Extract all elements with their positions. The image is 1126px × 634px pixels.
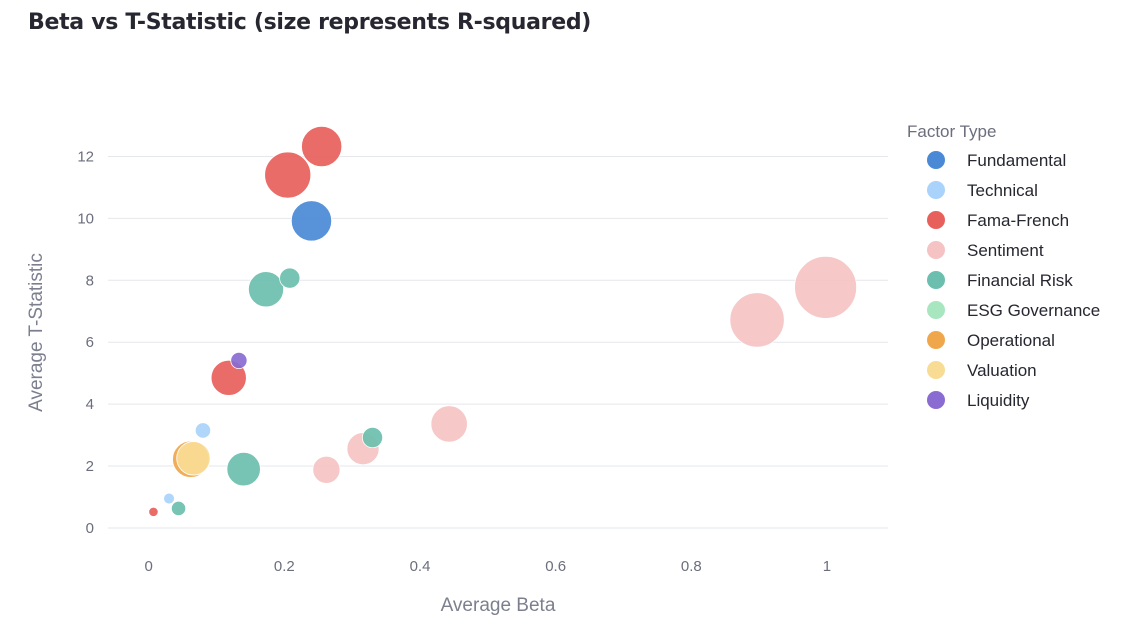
x-tick-label: 0.2	[274, 558, 295, 575]
y-tick-label: 10	[77, 210, 94, 227]
data-point-sentiment[interactable]	[794, 256, 857, 319]
x-tick-label: 1	[823, 558, 831, 575]
data-point-sentiment[interactable]	[312, 455, 341, 484]
data-point-financial-risk[interactable]	[248, 271, 285, 308]
legend-marker	[927, 181, 945, 199]
data-point-sentiment[interactable]	[729, 292, 785, 348]
chart-title: Beta vs T-Statistic (size represents R-s…	[28, 10, 592, 35]
legend-marker	[927, 241, 945, 259]
legend-title: Factor Type	[907, 122, 996, 141]
legend-label: Sentiment	[967, 241, 1044, 260]
data-point-fama-french[interactable]	[301, 125, 343, 168]
y-tick-label: 8	[86, 272, 94, 289]
x-tick-label: 0.4	[410, 558, 431, 575]
legend-label: ESG Governance	[967, 301, 1100, 320]
y-tick-label: 2	[86, 458, 94, 475]
legend-label: Operational	[967, 331, 1055, 350]
legend-marker	[927, 391, 945, 409]
data-point-fama-french[interactable]	[148, 506, 159, 517]
legend-item[interactable]: Valuation	[927, 361, 1037, 380]
legend-marker	[927, 361, 945, 379]
y-tick-label: 6	[86, 334, 94, 351]
legend-item[interactable]: Operational	[927, 331, 1055, 350]
legend-marker	[927, 151, 945, 169]
legend-item[interactable]: Fama-French	[927, 211, 1069, 230]
data-point-fama-french[interactable]	[210, 359, 247, 396]
legend-item[interactable]: Liquidity	[927, 391, 1030, 410]
y-axis-ticks: 0 2 4 6 8 10 12	[77, 148, 94, 537]
data-point-fundamental[interactable]	[290, 200, 333, 242]
legend-item[interactable]: Fundamental	[927, 151, 1066, 170]
data-point-financial-risk[interactable]	[279, 267, 301, 289]
data-point-technical[interactable]	[163, 492, 175, 505]
y-tick-label: 12	[77, 148, 94, 165]
legend-marker	[927, 301, 945, 319]
x-axis-ticks: 0 0.2 0.4 0.6 0.8 1	[145, 558, 832, 575]
data-point-liquidity[interactable]	[230, 351, 248, 370]
legend-label: Fama-French	[967, 211, 1069, 230]
y-tick-label: 4	[86, 396, 94, 413]
legend-marker	[927, 271, 945, 289]
legend-item[interactable]: Technical	[927, 181, 1038, 200]
x-tick-label: 0	[145, 558, 153, 575]
data-points[interactable]	[148, 125, 857, 517]
legend-label: Valuation	[967, 361, 1037, 380]
legend-label: Financial Risk	[967, 271, 1073, 290]
y-tick-label: 0	[86, 520, 94, 537]
data-point-sentiment[interactable]	[430, 405, 468, 443]
y-axis-label: Average T-Statistic	[26, 253, 47, 412]
legend-marker	[927, 331, 945, 349]
legend-item[interactable]: ESG Governance	[927, 301, 1100, 320]
legend-label: Technical	[967, 181, 1038, 200]
x-tick-label: 0.6	[545, 558, 566, 575]
legend[interactable]: Fundamental Technical Fama-French Sentiment…	[927, 151, 1100, 410]
legend-item[interactable]: Sentiment	[927, 241, 1044, 260]
data-point-valuation[interactable]	[176, 441, 211, 476]
data-point-technical[interactable]	[194, 422, 212, 439]
x-tick-label: 0.8	[681, 558, 702, 575]
data-point-financial-risk[interactable]	[170, 500, 187, 517]
legend-label: Fundamental	[967, 151, 1066, 170]
legend-marker	[927, 211, 945, 229]
legend-label: Liquidity	[967, 391, 1030, 410]
legend-item[interactable]: Financial Risk	[927, 271, 1073, 290]
data-point-financial-risk[interactable]	[361, 426, 384, 449]
data-point-financial-risk[interactable]	[226, 451, 261, 487]
x-axis-label: Average Beta	[441, 595, 556, 616]
data-point-fama-french[interactable]	[264, 151, 312, 199]
